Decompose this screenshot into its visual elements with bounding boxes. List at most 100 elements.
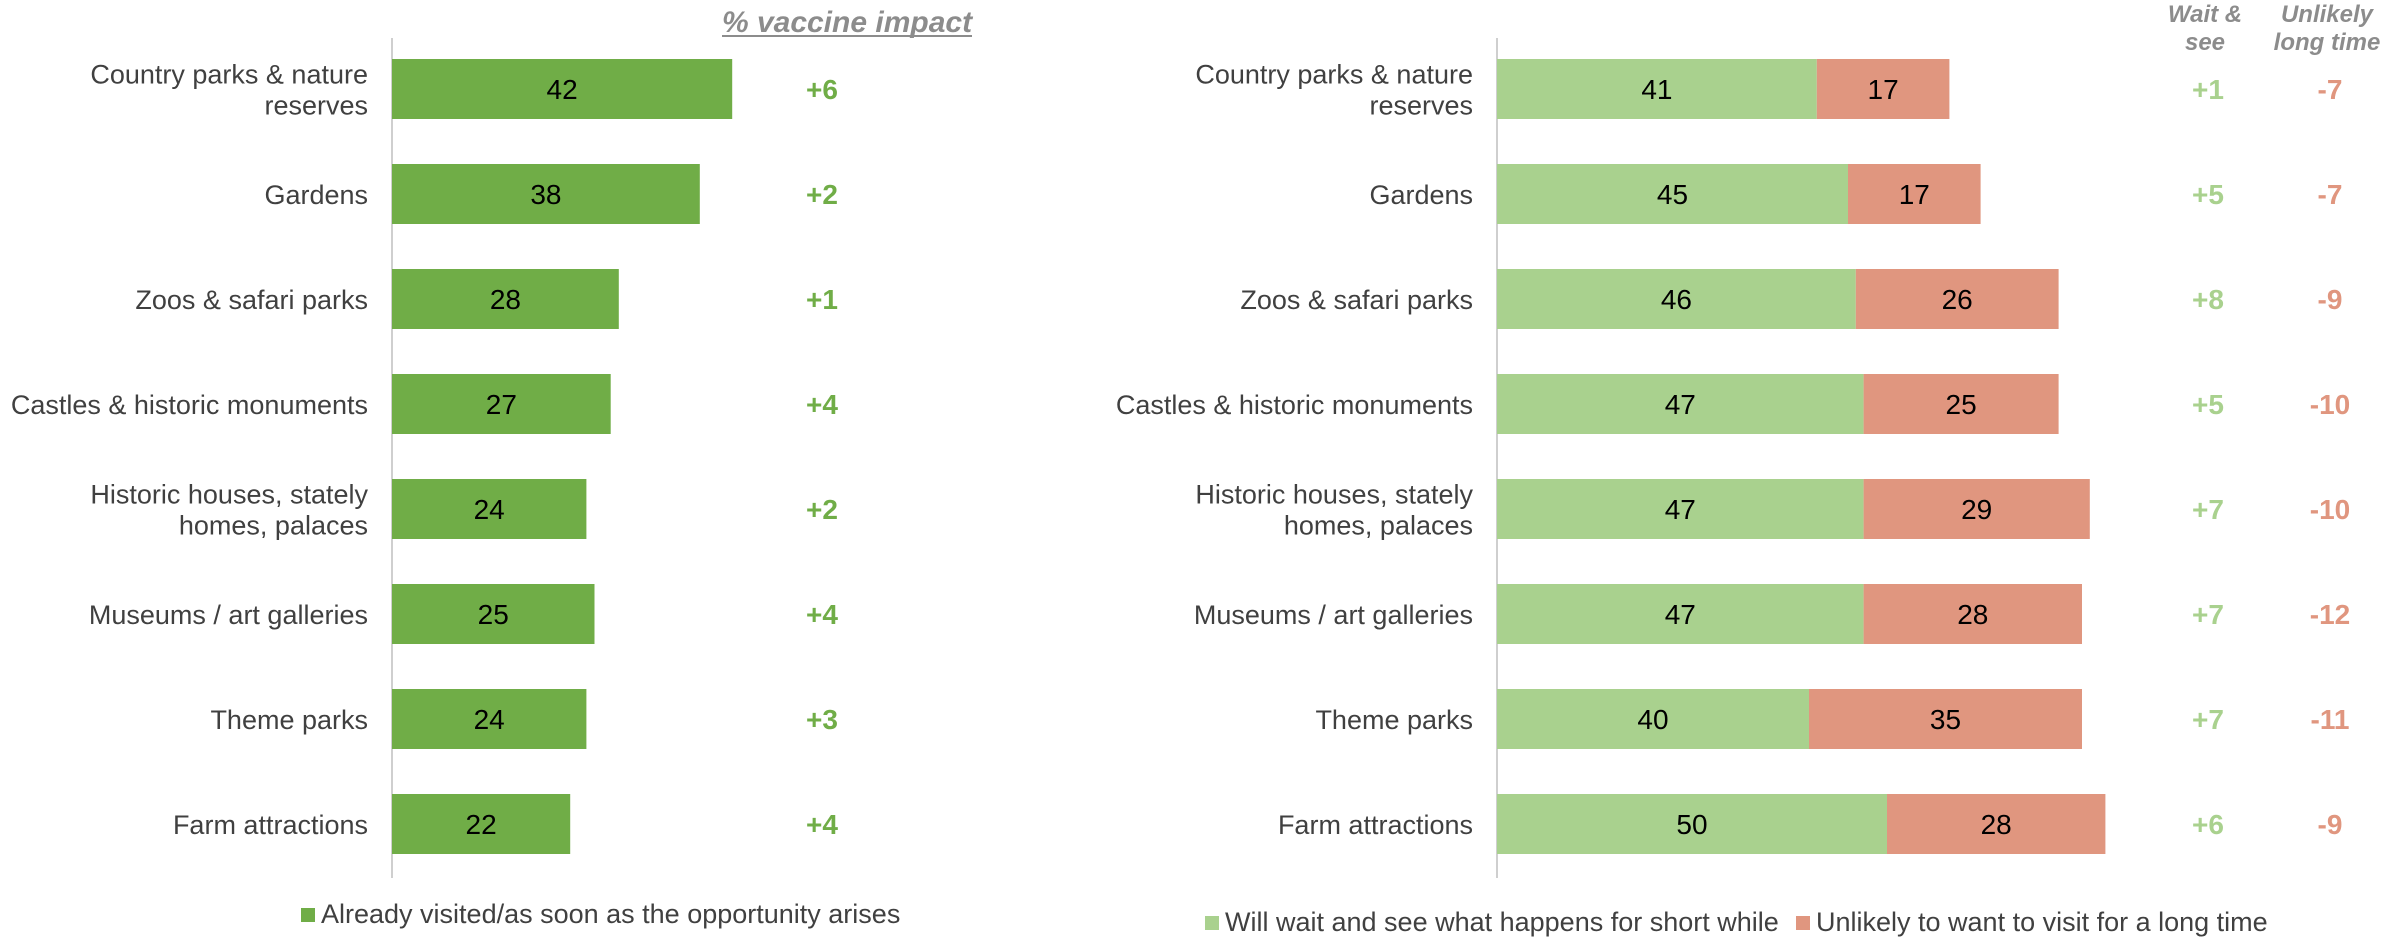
already-visited-bar [392, 794, 571, 854]
wait-and-see-value: 47 [1665, 389, 1696, 420]
left-category-label: Museums / art galleries [89, 600, 368, 630]
unlikely-impact: -10 [2310, 494, 2350, 525]
wait-and-see-impact: +7 [2192, 704, 2224, 735]
wait-and-see-bar [1497, 59, 1817, 119]
wait-and-see-impact: +6 [2192, 809, 2224, 840]
unlikely-bar [1863, 584, 2082, 644]
unlikely-value: 28 [1981, 809, 2012, 840]
unlikely-bar [1848, 164, 1981, 224]
unlikely-bar [1887, 794, 2106, 854]
wait-and-see-impact: +1 [2192, 74, 2224, 105]
already-visited-impact: +2 [806, 494, 838, 525]
right-category-label: Zoos & safari parks [1240, 285, 1473, 315]
unlikely-value: 26 [1942, 284, 1973, 315]
wait-and-see-bar [1497, 269, 1856, 329]
left-category-label: Historic houses, stately homes, palaces [90, 480, 368, 541]
already-visited-bar [392, 374, 611, 434]
already-visited-bar [392, 269, 619, 329]
wait-and-see-impact: +7 [2192, 494, 2224, 525]
right-category-label: Castles & historic monuments [1116, 390, 1473, 420]
left-category-label: Zoos & safari parks [135, 285, 368, 315]
wait-and-see-value: 40 [1637, 704, 1668, 735]
already-visited-bar [392, 584, 595, 644]
unlikely-bar [1816, 59, 1950, 119]
unlikely-impact: -7 [2318, 74, 2343, 105]
wait-and-see-bar [1497, 794, 1887, 854]
unlikely-impact: -12 [2310, 599, 2350, 630]
already-visited-impact: +2 [806, 179, 838, 210]
unlikely-value: 28 [1957, 599, 1988, 630]
unlikely-bar [1809, 689, 2082, 749]
wait-and-see-value: 47 [1665, 599, 1696, 630]
unlikely-impact: -11 [2311, 704, 2350, 735]
wait-and-see-bar [1497, 164, 1848, 224]
already-visited-impact: +3 [806, 704, 838, 735]
unlikely-bar [1855, 269, 2059, 329]
already-visited-value: 22 [466, 809, 497, 840]
legend-swatch-unlikely [1796, 916, 1810, 930]
legend-label-already: Already visited/as soon as the opportuni… [321, 899, 900, 929]
unlikely-value: 35 [1930, 704, 1961, 735]
already-visited-value: 42 [547, 74, 578, 105]
wait-and-see-impact: +5 [2192, 389, 2224, 420]
unlikely-impact: -7 [2318, 179, 2343, 210]
right-category-label: Country parks & nature reserves [1195, 60, 1473, 121]
wait-and-see-value: 45 [1657, 179, 1688, 210]
unlikely-impact: -9 [2318, 809, 2343, 840]
left-impact-header: % vaccine impact [722, 6, 974, 39]
legend-swatch-wait [1205, 916, 1219, 930]
already-visited-value: 24 [474, 494, 505, 525]
left-category-label: Castles & historic monuments [11, 390, 368, 420]
right-category-label: Museums / art galleries [1194, 600, 1473, 630]
already-visited-value: 28 [490, 284, 521, 315]
left-category-label: Theme parks [210, 705, 368, 735]
unlikely-impact: -10 [2310, 389, 2350, 420]
left-category-label: Gardens [264, 180, 368, 210]
wait-and-see-value: 41 [1641, 74, 1672, 105]
already-visited-value: 25 [478, 599, 509, 630]
wait-see-header: see [2185, 29, 2225, 56]
unlikely-value: 17 [1899, 179, 1930, 210]
right-category-label: Historic houses, stately homes, palaces [1195, 480, 1473, 541]
left-chart-panel: % vaccine impact Country parks & nature re… [11, 6, 974, 929]
already-visited-bar [392, 164, 700, 224]
already-visited-value: 38 [530, 179, 561, 210]
legend-label-unlikely: Unlikely to want to visit for a long tim… [1816, 907, 2268, 937]
already-visited-bar [392, 689, 587, 749]
wait-and-see-bar [1497, 479, 1864, 539]
wait-and-see-bar [1497, 689, 1809, 749]
unlikely-bar [1863, 374, 2059, 434]
already-visited-bar [392, 59, 733, 119]
right-category-label: Farm attractions [1278, 810, 1473, 840]
right-category-label: Theme parks [1315, 705, 1473, 735]
unlikely-value: 25 [1946, 389, 1977, 420]
unlikely-value: 29 [1961, 494, 1992, 525]
unlikely-bar [1863, 479, 2090, 539]
wait-and-see-value: 46 [1661, 284, 1692, 315]
wait-and-see-value: 50 [1676, 809, 1707, 840]
already-visited-impact: +4 [806, 389, 838, 420]
already-visited-impact: +6 [806, 74, 838, 105]
already-visited-value: 27 [486, 389, 517, 420]
wait-and-see-bar [1497, 374, 1864, 434]
already-visited-value: 24 [474, 704, 505, 735]
already-visited-impact: +4 [806, 599, 838, 630]
unlikely-long-time-header: Unlikely [2281, 1, 2375, 28]
legend-label-wait: Will wait and see what happens for short… [1225, 907, 1779, 937]
wait-and-see-bar [1497, 584, 1864, 644]
unlikely-value: 17 [1868, 74, 1899, 105]
wait-and-see-impact: +5 [2192, 179, 2224, 210]
wait-and-see-impact: +8 [2192, 284, 2224, 315]
already-visited-bar [392, 479, 587, 539]
wait-and-see-value: 47 [1665, 494, 1696, 525]
already-visited-impact: +1 [806, 284, 838, 315]
wait-see-header: Wait & [2168, 1, 2242, 28]
right-category-label: Gardens [1369, 180, 1473, 210]
left-category-label: Farm attractions [173, 810, 368, 840]
wait-and-see-impact: +7 [2192, 599, 2224, 630]
legend-swatch-already [301, 908, 315, 922]
unlikely-impact: -9 [2318, 284, 2343, 315]
unlikely-long-time-header: long time [2274, 29, 2381, 56]
